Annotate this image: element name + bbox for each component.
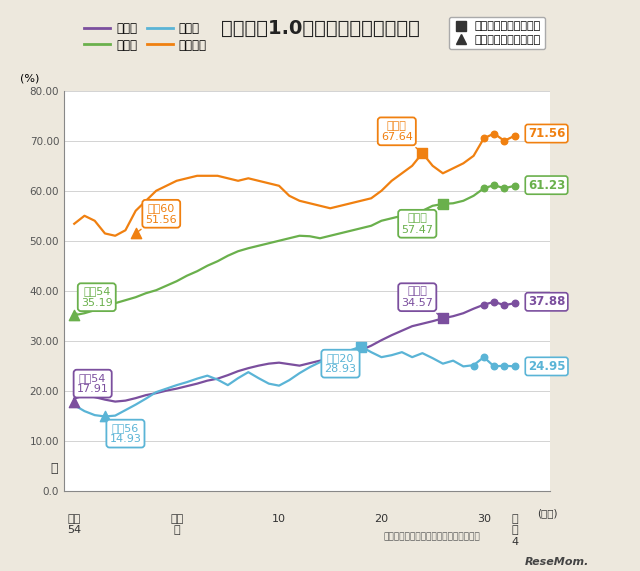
Point (509, 299, 520, 308)
Text: 令和元
57.47: 令和元 57.47 (401, 206, 441, 235)
Text: 昭和54
17.91: 昭和54 17.91 (74, 373, 109, 401)
Text: 37.88: 37.88 (528, 295, 565, 308)
Text: 20: 20 (374, 513, 388, 524)
Text: ReseMom.: ReseMom. (524, 557, 589, 568)
Text: 30: 30 (477, 513, 491, 524)
Text: 裸眼視力1.0未満の者の割合の推移: 裸眼視力1.0未満の者の割合の推移 (221, 19, 419, 38)
Text: 平成20
28.93: 平成20 28.93 (324, 347, 361, 375)
Point (100, 412, 110, 421)
Point (499, 300, 509, 309)
Text: 出典：文部科学省「学校保健統計調査」: 出典：文部科学省「学校保健統計調査」 (384, 533, 481, 542)
Point (438, 199, 448, 208)
Point (69, 311, 79, 320)
Point (479, 184, 489, 193)
Point (489, 297, 499, 307)
Point (468, 362, 479, 371)
Point (479, 134, 489, 143)
Point (499, 361, 509, 370)
Text: 令和元
34.57: 令和元 34.57 (401, 287, 441, 316)
Point (509, 181, 520, 190)
Text: 〜: 〜 (50, 462, 58, 475)
Text: 10: 10 (272, 513, 286, 524)
Text: 昭和54
35.19: 昭和54 35.19 (76, 287, 113, 313)
Text: 71.56: 71.56 (528, 127, 565, 140)
Point (509, 362, 520, 371)
Point (479, 352, 489, 362)
Text: 24.95: 24.95 (528, 360, 565, 373)
Text: 61.23: 61.23 (528, 179, 565, 192)
Point (69, 397, 79, 406)
Text: 昭和56
14.93: 昭和56 14.93 (105, 416, 141, 444)
Text: 昭和60
51.56: 昭和60 51.56 (138, 203, 177, 232)
Text: 令
和
4: 令 和 4 (511, 513, 518, 547)
Text: 平成
元: 平成 元 (170, 513, 183, 535)
Point (131, 229, 141, 238)
Point (489, 129, 499, 138)
Legend: 令和元年度までの最大, 令和元年度までの最小: 令和元年度までの最大, 令和元年度までの最小 (449, 17, 545, 49)
Point (489, 362, 499, 371)
Point (499, 184, 509, 193)
Text: (年度): (年度) (537, 509, 557, 518)
Point (356, 342, 366, 351)
Point (417, 148, 428, 158)
Text: 昭和
54: 昭和 54 (67, 513, 81, 535)
Text: 令和元
67.64: 令和元 67.64 (381, 120, 420, 151)
Point (479, 300, 489, 309)
Point (509, 131, 520, 140)
Point (489, 180, 499, 190)
Point (499, 136, 509, 146)
Point (438, 314, 448, 323)
Text: (%): (%) (20, 73, 40, 83)
